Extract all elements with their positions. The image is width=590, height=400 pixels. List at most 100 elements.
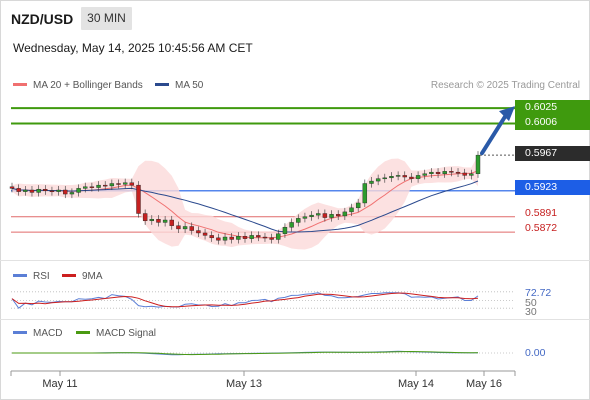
candle	[109, 183, 115, 187]
candle	[162, 219, 168, 223]
rsi-ma-line	[11, 292, 479, 308]
legend-ma50-label: MA 50	[175, 80, 204, 91]
candle	[389, 176, 394, 179]
candle	[63, 189, 68, 195]
candle	[415, 175, 421, 179]
candle	[236, 236, 241, 240]
candle	[256, 235, 261, 238]
last-price-tag: 0.5967	[515, 146, 590, 161]
candle	[83, 186, 88, 189]
legend-rsi-ma-label: 9MA	[82, 271, 103, 282]
candle	[316, 213, 321, 216]
candle	[249, 235, 254, 239]
legend-macd-signal-label: MACD Signal	[96, 328, 157, 339]
x-axis-label: May 16	[465, 378, 503, 390]
candle	[402, 175, 407, 178]
legend-rsi-label: RSI	[33, 271, 50, 282]
candle	[16, 188, 21, 192]
rsi-swatch-icon	[13, 273, 27, 277]
candle	[355, 202, 361, 209]
resistance-1-tag: 0.6006	[515, 115, 590, 130]
candle	[449, 171, 454, 173]
candle	[29, 189, 35, 193]
candle	[362, 183, 368, 204]
legend-macd: MACD	[13, 328, 62, 339]
rsi-separator	[0, 260, 590, 261]
interval-button[interactable]: 30 MIN	[81, 7, 132, 30]
candle	[296, 218, 301, 223]
candle	[342, 211, 348, 217]
candle	[122, 182, 128, 185]
support-2-tag: 0.5872	[525, 222, 558, 234]
ma50-swatch-icon	[155, 82, 169, 86]
candle	[395, 175, 401, 177]
candle	[202, 232, 208, 236]
chart-datetime: Wednesday, May 14, 2025 10:45:56 AM CET	[13, 41, 253, 55]
rsi-value: 72.72	[525, 287, 552, 299]
pivot-tag: 0.5923	[515, 180, 590, 195]
candle	[36, 188, 41, 193]
candle	[56, 189, 61, 192]
legend-macd-label: MACD	[33, 328, 63, 339]
candle	[209, 235, 214, 239]
candle	[242, 236, 248, 239]
bollinger-band-area	[12, 155, 478, 250]
candle	[23, 189, 28, 192]
candle	[216, 237, 221, 241]
candle	[129, 182, 135, 186]
candle	[102, 184, 108, 187]
candle	[289, 222, 294, 228]
macd-swatch-icon	[13, 330, 27, 334]
candle	[142, 213, 148, 222]
candle	[176, 225, 181, 230]
x-axis-label: May 14	[397, 378, 435, 390]
candle	[455, 171, 461, 174]
candle	[462, 172, 467, 176]
candle	[222, 236, 228, 241]
candle	[282, 227, 288, 234]
candle	[169, 219, 174, 226]
resistance-2-tag: 0.6025	[515, 100, 590, 115]
legend-ma20: MA 20 + Bollinger Bands	[13, 80, 143, 91]
candle	[182, 226, 188, 230]
candle	[196, 230, 201, 234]
rsi-level-50: 50	[525, 297, 537, 309]
legend-ma20-label: MA 20 + Bollinger Bands	[33, 80, 143, 91]
rsi-ma-swatch-icon	[62, 273, 76, 277]
legend-rsi: RSI	[13, 271, 50, 282]
candle	[336, 214, 341, 217]
candle	[276, 233, 281, 240]
candle	[69, 192, 75, 195]
macd-signal-line	[12, 350, 478, 356]
macd-separator	[0, 319, 590, 320]
candle	[189, 226, 194, 231]
candle	[375, 178, 381, 182]
candle	[442, 171, 447, 174]
candle	[302, 216, 308, 219]
legend-ma50: MA 50	[155, 80, 203, 91]
candle	[89, 186, 95, 188]
candle	[329, 214, 334, 218]
candle	[149, 218, 155, 222]
candle	[435, 171, 441, 174]
macd-value: 0.00	[525, 347, 546, 359]
candle	[382, 177, 387, 180]
candle	[422, 173, 427, 176]
candle	[136, 184, 141, 214]
forecast-arrow-head-icon	[499, 106, 515, 122]
candle	[429, 171, 434, 174]
candle	[9, 186, 15, 189]
candle	[409, 176, 414, 179]
rsi-level-30: 30	[525, 306, 537, 318]
candle	[43, 188, 48, 192]
legend-rsi-ma: 9MA	[62, 271, 103, 282]
candle	[229, 236, 234, 240]
x-axis-label: May 13	[225, 378, 263, 390]
candle	[475, 154, 481, 174]
x-axis-label: May 11	[42, 378, 78, 390]
ma20-swatch-icon	[13, 82, 27, 86]
candle	[469, 173, 474, 176]
candle	[322, 213, 328, 218]
candle	[262, 236, 268, 239]
